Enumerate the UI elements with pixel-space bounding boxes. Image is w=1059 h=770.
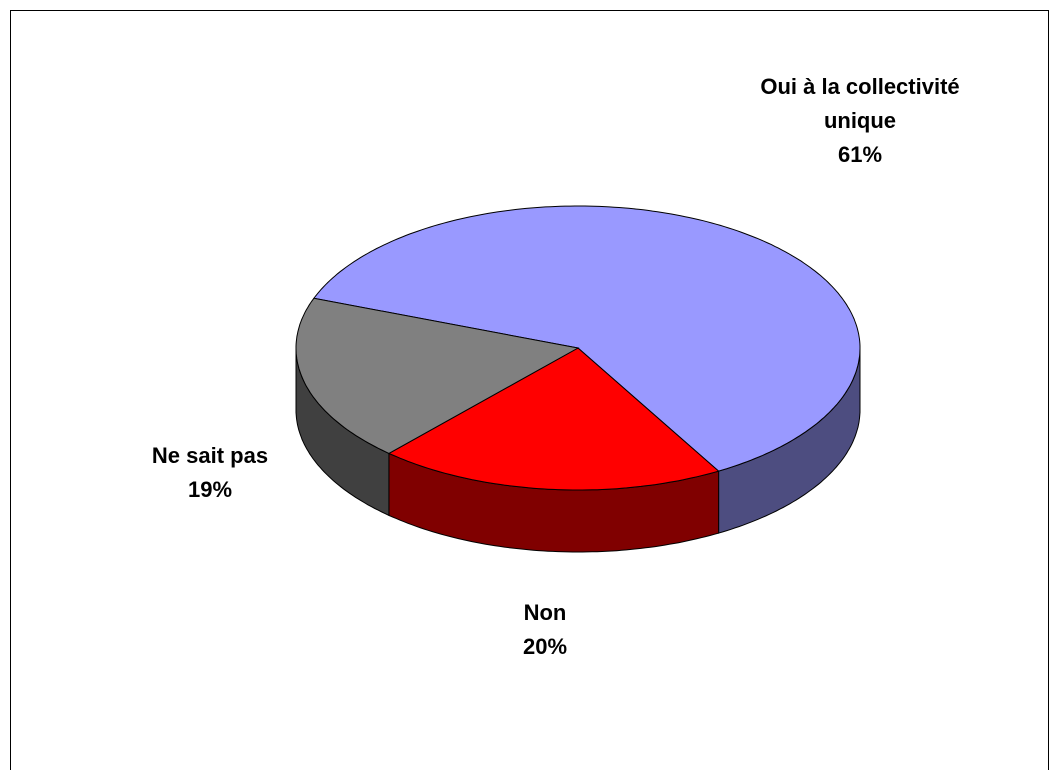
slice-category: Oui à la collectivité unique xyxy=(760,74,960,133)
pie-slice xyxy=(295,297,580,454)
slice-label: Oui à la collectivité unique 61% xyxy=(760,70,960,172)
pie-tops xyxy=(295,205,861,491)
slice-category: Ne sait pas xyxy=(151,443,269,468)
pie-slice xyxy=(313,205,861,472)
slice-value: 19% xyxy=(187,477,233,502)
slice-label: Non 20% xyxy=(445,596,645,664)
slice-value: 20% xyxy=(522,634,568,659)
pie-slice xyxy=(387,347,720,491)
slice-label: Ne sait pas 19% xyxy=(100,439,320,507)
slice-value: 61% xyxy=(837,142,883,167)
chart-frame xyxy=(10,10,1049,770)
slice-category: Non xyxy=(523,600,567,625)
